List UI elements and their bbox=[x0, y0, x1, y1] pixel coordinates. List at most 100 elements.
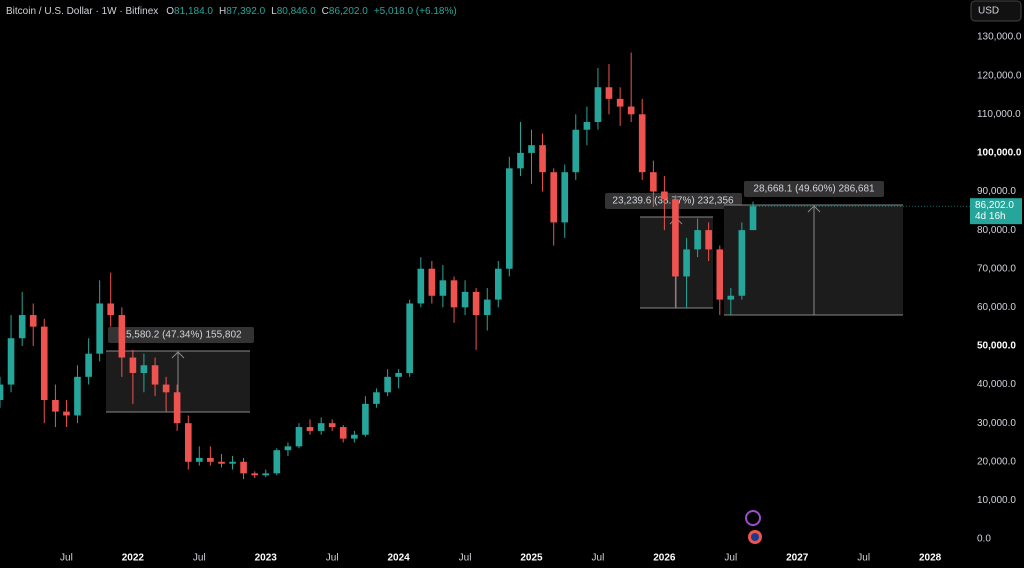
candle-body bbox=[162, 384, 170, 393]
candle-body bbox=[683, 249, 690, 277]
candle-body bbox=[450, 280, 458, 308]
candle-body bbox=[638, 114, 646, 173]
candle-body bbox=[583, 122, 591, 130]
x-tick-label: 2026 bbox=[653, 553, 676, 564]
x-tick-label: Jul bbox=[724, 553, 737, 564]
candle-body bbox=[362, 403, 369, 435]
candle-body bbox=[74, 376, 81, 416]
ohlc-label: L bbox=[271, 6, 277, 17]
y-tick-label: 0.0 bbox=[977, 534, 991, 545]
y-tick-label: 10,000.0 bbox=[977, 495, 1016, 506]
candle-body bbox=[85, 353, 92, 377]
header: Bitcoin / U.S. Dollar · 1W · Bitfinex O81… bbox=[6, 6, 457, 17]
y-tick-label: 120,000.0 bbox=[977, 70, 1022, 81]
currency-button[interactable] bbox=[970, 0, 1022, 22]
candle-body bbox=[661, 191, 668, 200]
candle-body bbox=[406, 303, 413, 373]
price-tag-value: 86,202.0 bbox=[975, 200, 1014, 211]
candle-body bbox=[506, 168, 513, 269]
candle-body bbox=[572, 129, 580, 173]
candle-body bbox=[472, 291, 480, 316]
price-tag: 86,202.0 4d 16h bbox=[970, 198, 1022, 225]
candle-body bbox=[616, 98, 624, 107]
candle-body bbox=[528, 145, 535, 153]
candle-body bbox=[351, 434, 358, 439]
candle-body bbox=[517, 152, 524, 169]
candle-body bbox=[384, 376, 391, 393]
y-tick-label: 130,000.0 bbox=[977, 32, 1022, 43]
countdown: 4d 16h bbox=[975, 211, 1006, 222]
candle-body bbox=[672, 199, 679, 277]
symbol: Bitcoin / U.S. Dollar · 1W · Bitfinex bbox=[6, 6, 158, 17]
y-tick-label: 50,000.0 bbox=[977, 341, 1016, 352]
candle-body bbox=[306, 427, 314, 431]
candle-body bbox=[317, 423, 325, 431]
measure-label: 15,580.2 (47.34%) 155,802 bbox=[120, 330, 242, 341]
candle-body bbox=[196, 457, 203, 462]
x-tick-label: 2027 bbox=[786, 553, 809, 564]
candle-body bbox=[52, 400, 59, 412]
candle-body bbox=[218, 461, 225, 464]
currency[interactable]: USD bbox=[978, 6, 999, 17]
candle-body bbox=[229, 461, 236, 464]
event-icon[interactable] bbox=[745, 510, 761, 526]
y-tick-label: 20,000.0 bbox=[977, 456, 1016, 467]
price-tag-bg bbox=[970, 198, 1022, 225]
x-tick-label: 2023 bbox=[255, 553, 278, 564]
event-icon-inner bbox=[751, 533, 759, 541]
candle-body bbox=[184, 423, 192, 462]
candle-body bbox=[494, 268, 502, 300]
candle-body bbox=[140, 365, 148, 373]
candle-body bbox=[173, 392, 181, 424]
candle-body bbox=[694, 230, 701, 250]
y-tick-label: 40,000.0 bbox=[977, 379, 1016, 390]
candle-body bbox=[705, 230, 712, 250]
candle-body bbox=[207, 457, 214, 462]
candle-body bbox=[118, 315, 126, 358]
candle-body bbox=[328, 423, 336, 428]
candle-body bbox=[295, 427, 303, 447]
x-tick-label: 2022 bbox=[122, 553, 145, 564]
axes: 0.0 10,000.0 20,000.0 30,000.0 40,000.0 50,00… bbox=[60, 32, 1022, 564]
y-tick-label: 70,000.0 bbox=[977, 263, 1016, 274]
candle-body bbox=[29, 315, 37, 327]
candle-body bbox=[605, 87, 613, 99]
candle-body bbox=[727, 295, 735, 300]
y-tick-label: 30,000.0 bbox=[977, 418, 1016, 429]
ohlc-value: 81,184.0 bbox=[174, 6, 213, 17]
candle-body bbox=[428, 268, 436, 296]
candle-body bbox=[18, 315, 26, 339]
ohlc-value: 80,846.0 bbox=[277, 6, 316, 17]
candle-body bbox=[40, 326, 48, 401]
candle-body bbox=[550, 172, 558, 223]
ohlc: O81,184.0 H87,392.0 L80,846.0 C86,202.0 +5,0… bbox=[166, 6, 456, 17]
candle-body bbox=[461, 291, 469, 308]
candle-body bbox=[96, 303, 103, 354]
y-tick-label: 90,000.0 bbox=[977, 186, 1016, 197]
candle-body bbox=[284, 446, 292, 451]
x-tick-label: 2025 bbox=[520, 553, 543, 564]
candle-body bbox=[129, 357, 137, 373]
candle-body bbox=[594, 87, 602, 123]
candle-body bbox=[627, 106, 635, 115]
label-bg bbox=[744, 181, 884, 197]
ohlc-label: C bbox=[322, 6, 329, 17]
ohlc-label: H bbox=[219, 6, 226, 17]
label-bg bbox=[108, 327, 254, 343]
x-tick-label: Jul bbox=[857, 553, 870, 564]
candle-body bbox=[151, 365, 159, 385]
candle-body bbox=[738, 230, 746, 296]
candle-body bbox=[539, 145, 546, 173]
x-tick-label: 2028 bbox=[919, 553, 942, 564]
candle-body bbox=[716, 249, 724, 300]
ohlc-value: 87,392.0 bbox=[226, 6, 265, 17]
change: +5,018.0 (+6.18%) bbox=[374, 6, 457, 17]
candle-body bbox=[262, 473, 270, 476]
candle-body bbox=[7, 338, 15, 385]
y-tick-label: 100,000.0 bbox=[977, 148, 1022, 159]
candle-body bbox=[395, 372, 402, 377]
candle-body bbox=[561, 172, 569, 223]
x-tick-label: 2024 bbox=[388, 553, 411, 564]
candle-body bbox=[749, 206, 757, 231]
y-tick-label: 110,000.0 bbox=[977, 109, 1021, 120]
